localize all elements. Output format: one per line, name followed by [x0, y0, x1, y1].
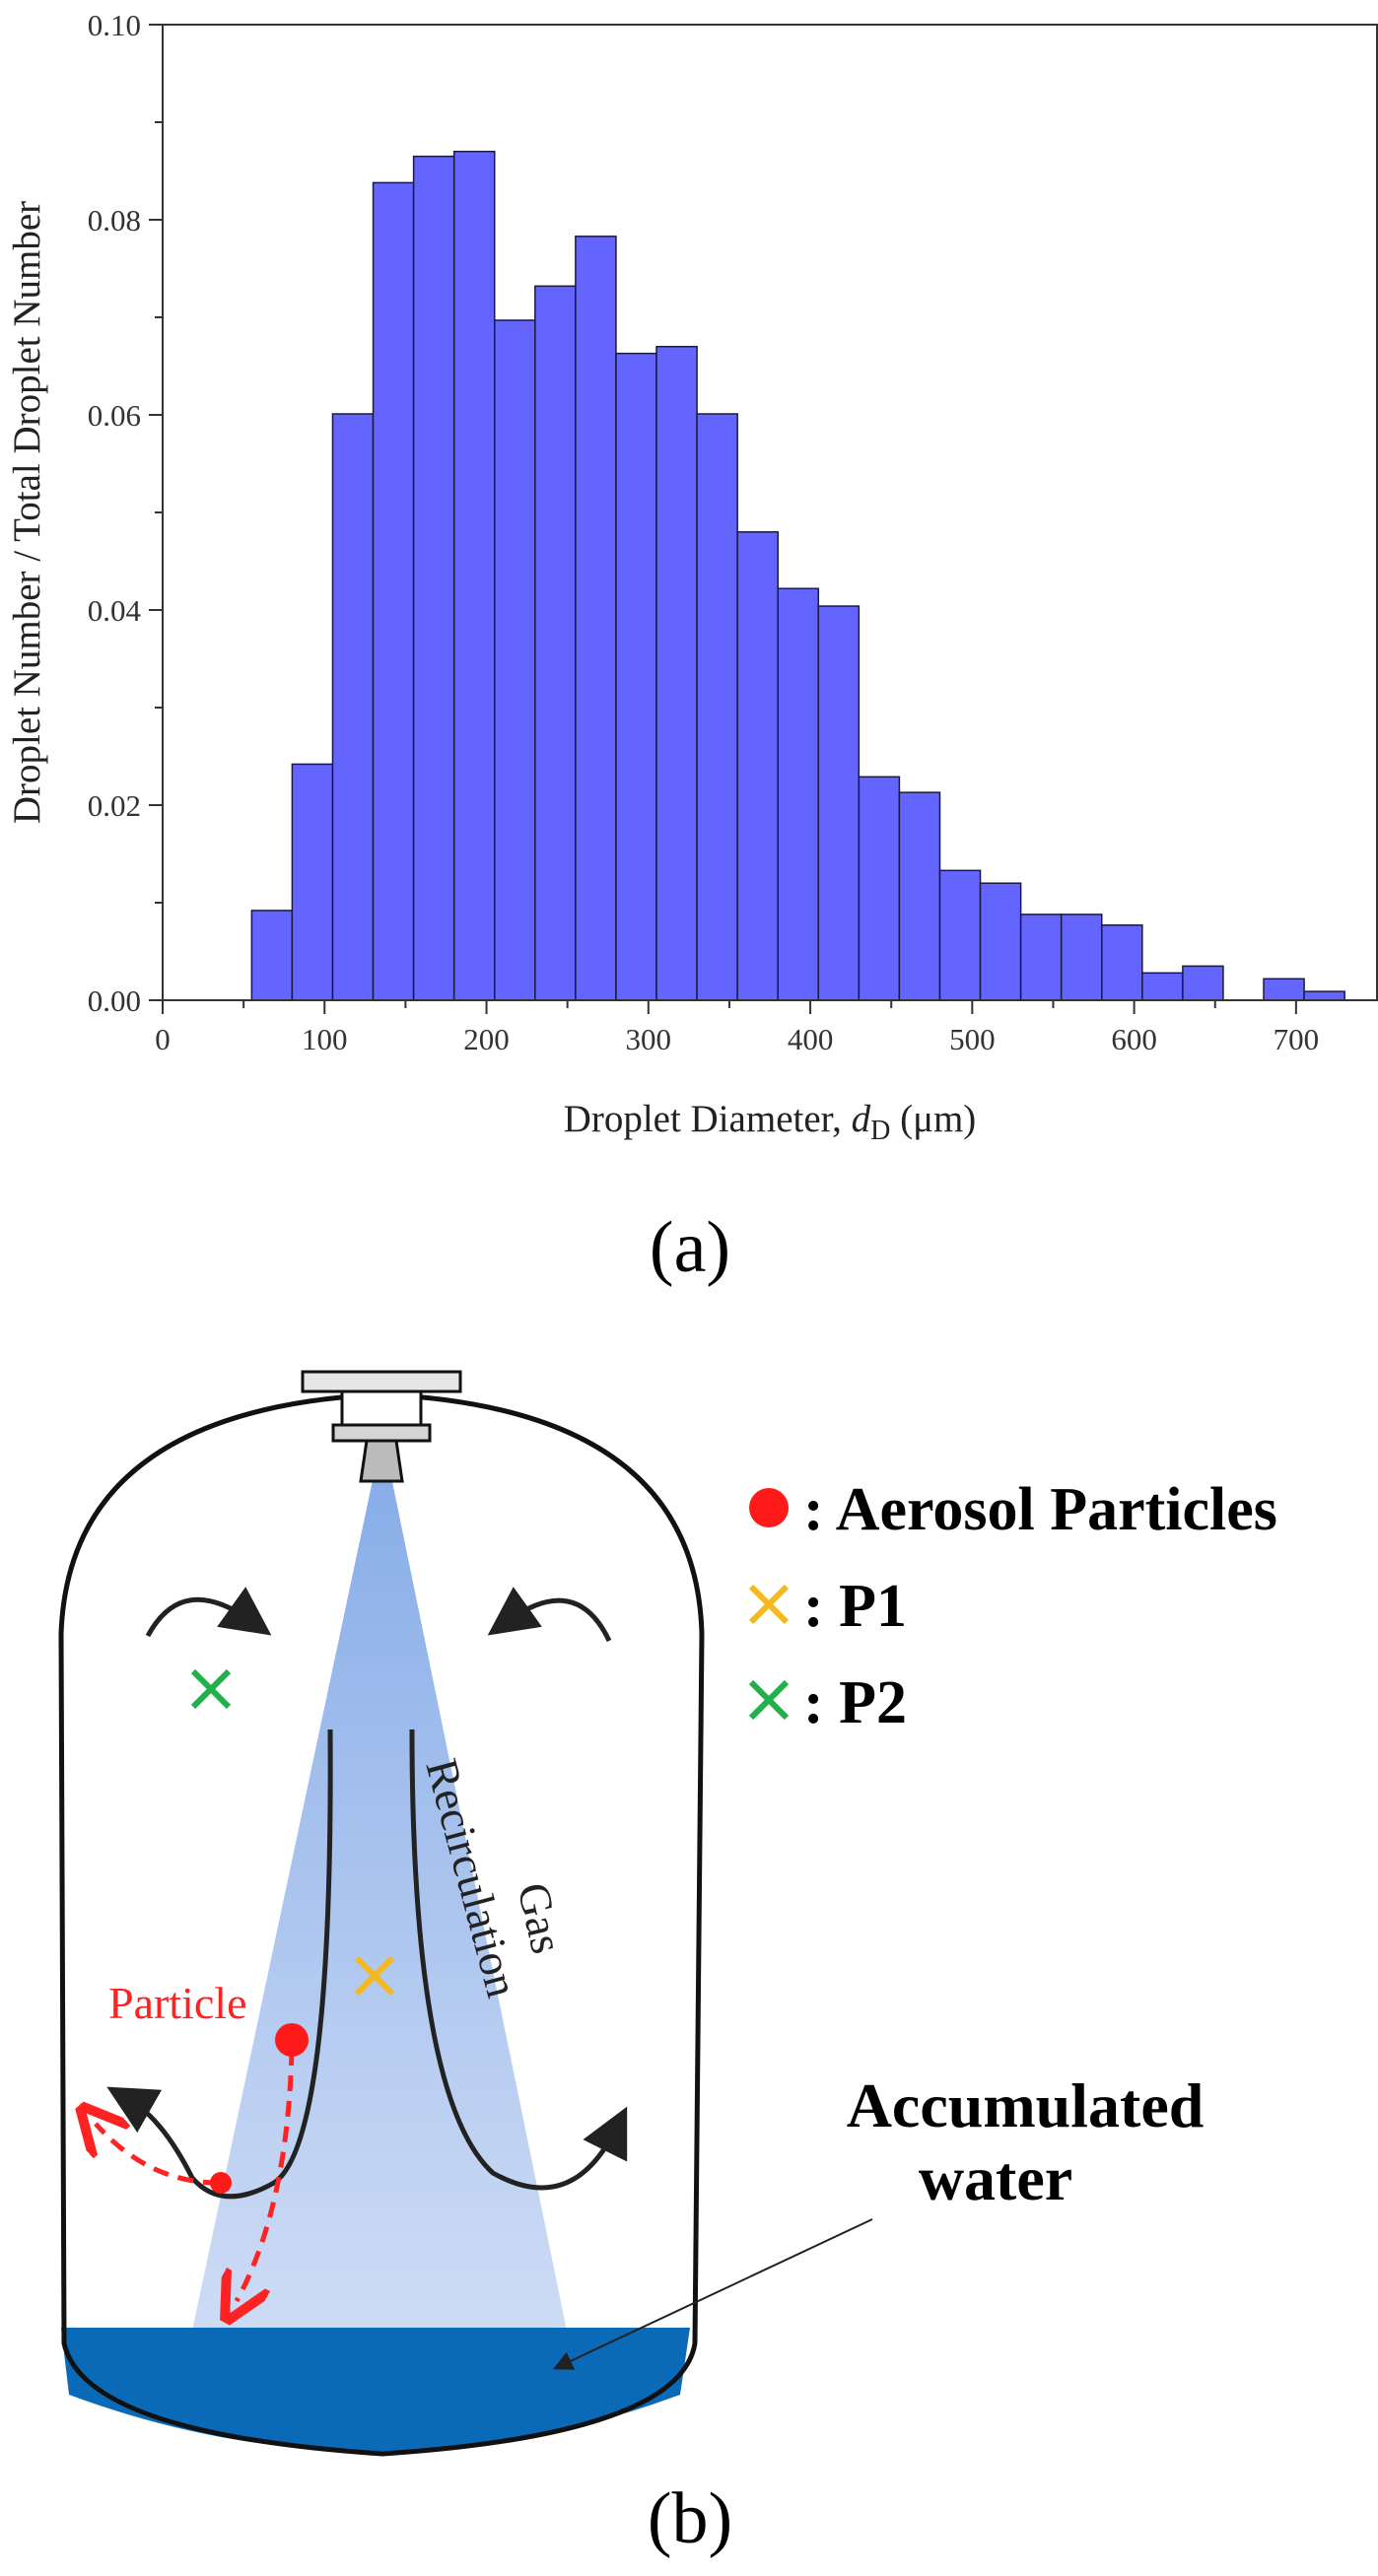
particle-label: Particle — [108, 1978, 247, 2028]
histogram-bar — [736, 531, 779, 1001]
plot-frame — [162, 24, 1378, 1001]
histogram-bar — [250, 910, 294, 1001]
legend-marker-aerosol-particles — [749, 1488, 789, 1527]
recirculation-arrow-top-right — [487, 1587, 612, 1643]
spray-cone — [192, 1434, 567, 2331]
histogram-bar — [858, 776, 901, 1001]
y-axis-label: Droplet Number / Total Droplet Number — [6, 201, 48, 824]
histogram-bar — [575, 236, 617, 1001]
x-tick-label: 100 — [302, 1022, 348, 1056]
histogram-bar — [655, 345, 698, 1001]
histogram-bar — [898, 791, 941, 1001]
y-tick-label: 0.06 — [88, 398, 141, 433]
accumulated-water — [61, 2328, 690, 2452]
legend-label-p2: : P2 — [803, 1669, 907, 1736]
particle-path-down — [237, 2049, 295, 2301]
accumulated-water-label-line1: Accumulated — [847, 2070, 1205, 2140]
histogram-bar — [1060, 914, 1103, 1001]
histogram-bar — [331, 413, 375, 1001]
histogram-bar — [412, 155, 455, 1001]
histogram-bar — [1141, 972, 1184, 1001]
x-axis-label: Droplet Diameter, dD (μm) — [564, 1098, 977, 1146]
aerosol-particle-small — [210, 2172, 232, 2194]
p1-marker — [354, 1955, 395, 1997]
legend-marker-p2 — [748, 1679, 790, 1721]
spray-tank-diagram: Gas Recirculation Particle Accumulated w… — [58, 1370, 1277, 2559]
histogram-bar — [817, 605, 861, 1001]
recirculation-flow-left — [106, 1729, 333, 2200]
histogram-bar — [1303, 990, 1345, 1001]
histogram-bar — [615, 352, 657, 1001]
accumulated-water-label-line2: water — [919, 2143, 1072, 2213]
y-tick-label: 0.08 — [88, 203, 141, 237]
caption-a: (a) — [650, 1207, 730, 1288]
vessel-outline — [58, 1391, 705, 2457]
y-ticks-group: 0.00 0.02 0.04 0.06 0.08 0.10 — [88, 8, 163, 1018]
histogram-bar — [1100, 924, 1143, 1001]
histogram-chart: 0 100 200 300 400 500 600 700 0.000.020.040.060… — [6, 8, 1378, 1288]
x-tick-label: 0 — [155, 1022, 171, 1056]
histogram-bar — [1019, 914, 1063, 1001]
histogram-bar — [777, 587, 820, 1001]
gas-label: Gas — [508, 1878, 573, 1958]
histogram-bar — [372, 181, 415, 1001]
recirculation-flow-right — [409, 1729, 628, 2191]
x-tick-label: 400 — [788, 1022, 834, 1056]
nozzle — [301, 1370, 462, 1483]
y-tick-label: 0.00 — [88, 983, 141, 1018]
histogram-bar — [291, 763, 334, 1001]
y-tick-label: 0.02 — [88, 788, 141, 823]
aerosol-particle-large — [275, 2023, 309, 2057]
histogram-bar — [979, 882, 1022, 1001]
x-tick-label: 200 — [463, 1022, 510, 1056]
legend-label-aerosol-particles: : Aerosol Particles — [803, 1476, 1277, 1543]
p2-marker — [190, 1668, 232, 1710]
y-tick-label: 0.10 — [88, 8, 141, 42]
recirculation-arrow-top-left — [145, 1587, 272, 1638]
x-tick-label: 600 — [1111, 1022, 1157, 1056]
caption-b: (b) — [648, 2478, 732, 2559]
histogram-bar — [696, 413, 738, 1001]
legend: : Aerosol Particles : P1 : P2 — [748, 1476, 1277, 1736]
x-tick-label: 700 — [1274, 1022, 1320, 1056]
histogram-bar — [493, 319, 536, 1001]
x-ticks-group: 0 100 200 300 400 500 600 700 — [155, 1000, 1319, 1056]
bars-group — [250, 150, 1345, 1001]
histogram-bar — [1182, 965, 1224, 1001]
histogram-bar — [938, 869, 982, 1001]
histogram-bar — [452, 150, 496, 1001]
x-tick-label: 300 — [626, 1022, 672, 1056]
legend-marker-p1 — [748, 1584, 790, 1625]
histogram-bar — [534, 285, 577, 1001]
y-tick-label: 0.04 — [88, 593, 142, 628]
x-tick-label: 500 — [949, 1022, 996, 1056]
accumulated-water-pointer — [552, 2218, 873, 2370]
particle-path-left — [96, 2124, 220, 2186]
legend-label-p1: : P1 — [803, 1573, 907, 1640]
histogram-bar — [1263, 978, 1305, 1001]
